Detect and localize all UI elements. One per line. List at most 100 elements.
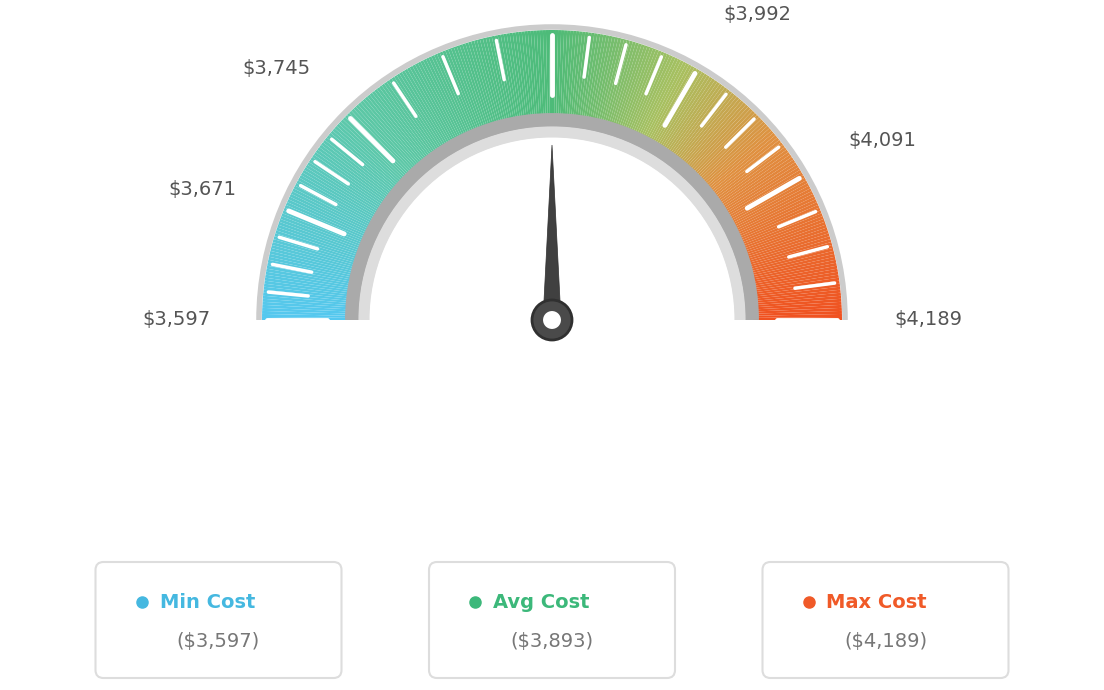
Text: ($4,189): ($4,189) (843, 633, 927, 651)
Wedge shape (682, 101, 744, 170)
Wedge shape (752, 314, 842, 318)
Wedge shape (392, 77, 443, 153)
Wedge shape (263, 290, 353, 301)
Wedge shape (477, 39, 502, 127)
Wedge shape (263, 299, 352, 308)
Wedge shape (522, 31, 533, 121)
Wedge shape (382, 83, 436, 158)
Wedge shape (540, 30, 545, 120)
Wedge shape (634, 55, 672, 138)
Wedge shape (534, 30, 542, 120)
Wedge shape (355, 104, 418, 172)
Wedge shape (264, 286, 353, 299)
Wedge shape (752, 317, 842, 320)
Wedge shape (288, 197, 371, 237)
Wedge shape (725, 175, 805, 221)
Wedge shape (752, 311, 842, 316)
Wedge shape (412, 64, 457, 145)
Wedge shape (329, 132, 400, 193)
Wedge shape (580, 32, 594, 122)
Wedge shape (437, 52, 475, 137)
Wedge shape (714, 150, 788, 204)
Wedge shape (606, 41, 633, 128)
Wedge shape (263, 293, 353, 304)
Wedge shape (564, 30, 573, 121)
Wedge shape (287, 199, 370, 239)
Wedge shape (740, 221, 826, 254)
Wedge shape (728, 180, 808, 226)
Wedge shape (627, 52, 665, 136)
Wedge shape (566, 31, 576, 121)
Wedge shape (286, 202, 370, 241)
Wedge shape (480, 39, 505, 126)
Wedge shape (734, 199, 817, 239)
Wedge shape (396, 74, 447, 151)
Wedge shape (743, 236, 830, 264)
Wedge shape (270, 248, 359, 273)
Wedge shape (749, 266, 838, 284)
Wedge shape (262, 317, 352, 320)
Text: ($3,597): ($3,597) (177, 633, 261, 651)
Wedge shape (274, 236, 361, 264)
Wedge shape (264, 284, 353, 297)
Wedge shape (747, 259, 836, 280)
Wedge shape (364, 97, 425, 167)
Wedge shape (626, 50, 661, 135)
Wedge shape (421, 60, 463, 142)
Wedge shape (703, 130, 774, 191)
Wedge shape (637, 57, 678, 140)
Wedge shape (332, 128, 402, 189)
Wedge shape (293, 188, 374, 231)
FancyBboxPatch shape (429, 562, 675, 678)
Wedge shape (742, 230, 829, 260)
Wedge shape (751, 284, 840, 297)
Wedge shape (432, 55, 470, 138)
Wedge shape (341, 119, 407, 183)
Wedge shape (643, 61, 687, 143)
Wedge shape (712, 147, 787, 202)
Wedge shape (263, 302, 352, 310)
Wedge shape (272, 245, 359, 270)
Wedge shape (312, 155, 388, 208)
Wedge shape (264, 281, 354, 295)
Wedge shape (746, 251, 835, 275)
Wedge shape (344, 115, 411, 180)
Wedge shape (360, 101, 422, 170)
Wedge shape (268, 259, 357, 280)
Wedge shape (752, 302, 841, 310)
Wedge shape (394, 75, 445, 152)
Wedge shape (729, 183, 809, 227)
Wedge shape (678, 95, 736, 166)
Text: $3,597: $3,597 (142, 310, 210, 330)
Wedge shape (686, 104, 749, 172)
Wedge shape (495, 35, 514, 124)
Wedge shape (439, 52, 477, 136)
Wedge shape (269, 251, 358, 275)
Wedge shape (283, 210, 367, 246)
Wedge shape (730, 188, 811, 231)
Wedge shape (648, 66, 694, 146)
Wedge shape (635, 57, 676, 139)
Wedge shape (266, 272, 354, 288)
Wedge shape (709, 140, 782, 197)
Wedge shape (608, 41, 636, 128)
Wedge shape (679, 97, 740, 167)
Wedge shape (347, 112, 412, 179)
Wedge shape (491, 36, 512, 124)
Wedge shape (306, 165, 383, 215)
Wedge shape (531, 30, 540, 121)
Wedge shape (407, 68, 454, 147)
Wedge shape (736, 208, 820, 244)
Wedge shape (507, 33, 523, 122)
Wedge shape (386, 80, 439, 156)
Wedge shape (587, 34, 606, 124)
Wedge shape (276, 228, 362, 258)
Wedge shape (750, 275, 839, 290)
Wedge shape (699, 124, 767, 186)
Wedge shape (652, 69, 700, 148)
Text: $4,091: $4,091 (849, 131, 916, 150)
Wedge shape (353, 106, 416, 174)
Text: Avg Cost: Avg Cost (493, 593, 590, 611)
Wedge shape (266, 266, 355, 284)
Wedge shape (263, 296, 352, 306)
